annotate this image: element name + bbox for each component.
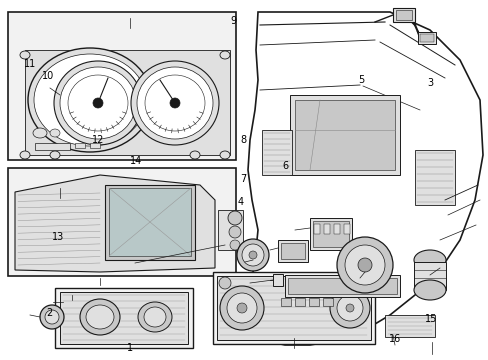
Bar: [384, 315, 434, 337]
Ellipse shape: [237, 303, 246, 313]
Ellipse shape: [329, 288, 369, 328]
Text: 15: 15: [424, 314, 437, 324]
Bar: [294, 100, 394, 170]
Bar: [75, 143, 85, 148]
Bar: [343, 224, 349, 234]
Bar: [90, 143, 100, 148]
Ellipse shape: [219, 277, 230, 289]
Ellipse shape: [242, 244, 264, 266]
Text: 11: 11: [24, 59, 37, 69]
Bar: [395, 10, 411, 20]
Text: 3: 3: [427, 78, 432, 88]
Bar: [105, 185, 195, 260]
Bar: [289, 95, 399, 175]
Ellipse shape: [143, 307, 165, 327]
Bar: [308, 298, 318, 306]
Ellipse shape: [86, 305, 114, 329]
Ellipse shape: [137, 67, 213, 139]
Text: 12: 12: [91, 135, 104, 145]
Text: 10: 10: [41, 71, 54, 81]
Text: 16: 16: [388, 334, 401, 344]
Ellipse shape: [413, 250, 445, 270]
Bar: [109, 188, 191, 256]
Bar: [417, 32, 435, 44]
Text: 14: 14: [129, 156, 142, 166]
Bar: [278, 240, 307, 262]
Ellipse shape: [220, 151, 229, 159]
Bar: [60, 292, 187, 344]
Ellipse shape: [229, 240, 240, 250]
Ellipse shape: [34, 54, 146, 146]
Polygon shape: [25, 50, 229, 155]
Text: 1: 1: [126, 343, 132, 354]
Bar: [323, 298, 332, 306]
Ellipse shape: [60, 67, 136, 139]
Polygon shape: [247, 12, 482, 345]
Bar: [294, 298, 305, 306]
Ellipse shape: [248, 251, 257, 259]
Ellipse shape: [226, 293, 257, 323]
Bar: [414, 150, 454, 205]
Ellipse shape: [190, 151, 200, 159]
Ellipse shape: [131, 61, 219, 145]
Bar: [285, 275, 399, 297]
Bar: [35, 143, 70, 150]
Bar: [309, 218, 351, 250]
Ellipse shape: [336, 237, 392, 293]
Bar: [55, 288, 193, 348]
Text: 4: 4: [238, 197, 244, 207]
Bar: [213, 272, 374, 344]
Bar: [413, 262, 445, 290]
Text: 7: 7: [240, 174, 245, 184]
Ellipse shape: [336, 295, 362, 321]
Bar: [272, 274, 283, 286]
Ellipse shape: [220, 51, 229, 59]
Bar: [419, 34, 433, 42]
Ellipse shape: [346, 304, 353, 312]
Ellipse shape: [50, 151, 60, 159]
Ellipse shape: [28, 48, 152, 152]
Ellipse shape: [237, 239, 268, 271]
Text: 5: 5: [357, 75, 363, 85]
Ellipse shape: [20, 151, 30, 159]
Ellipse shape: [93, 98, 103, 108]
Bar: [281, 243, 305, 259]
Bar: [217, 276, 370, 340]
Ellipse shape: [227, 211, 242, 225]
Bar: [262, 130, 291, 175]
Ellipse shape: [54, 61, 142, 145]
Ellipse shape: [228, 226, 241, 238]
Ellipse shape: [220, 286, 264, 330]
Ellipse shape: [413, 280, 445, 300]
Ellipse shape: [345, 245, 384, 285]
Text: 6: 6: [282, 161, 287, 171]
Ellipse shape: [33, 128, 47, 138]
Ellipse shape: [40, 305, 64, 329]
Bar: [333, 224, 339, 234]
Bar: [287, 278, 396, 294]
Ellipse shape: [20, 51, 30, 59]
Bar: [8, 168, 236, 276]
Ellipse shape: [357, 258, 371, 272]
Text: 13: 13: [51, 232, 64, 242]
Text: 8: 8: [240, 135, 245, 145]
Text: 2: 2: [46, 308, 52, 318]
Bar: [313, 224, 319, 234]
Ellipse shape: [138, 302, 172, 332]
Polygon shape: [15, 175, 215, 272]
Ellipse shape: [80, 299, 120, 335]
Bar: [324, 224, 329, 234]
Bar: [218, 210, 243, 250]
Ellipse shape: [50, 129, 60, 137]
Ellipse shape: [45, 310, 59, 324]
Ellipse shape: [170, 98, 180, 108]
Text: 9: 9: [230, 16, 236, 26]
Bar: [281, 298, 290, 306]
Bar: [312, 221, 348, 247]
Bar: [8, 12, 236, 160]
Bar: [392, 8, 414, 22]
